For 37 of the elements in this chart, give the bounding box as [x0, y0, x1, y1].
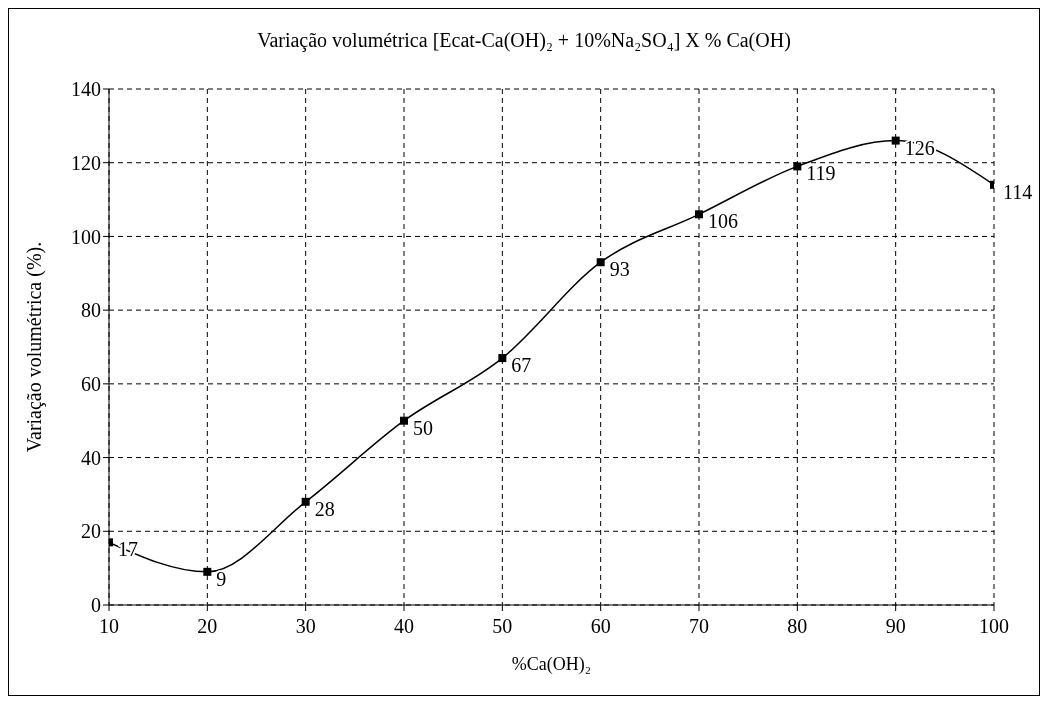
point: [793, 162, 802, 171]
x-tick-label: 100: [979, 615, 1009, 638]
point: [400, 416, 408, 425]
y-tick-label: 20: [81, 520, 101, 543]
point: [498, 354, 507, 363]
y-tick-label: 0: [91, 594, 101, 617]
x-tick-label: 60: [590, 615, 611, 638]
point: [596, 258, 605, 267]
x-tick-label: 80: [787, 615, 808, 638]
x-tick-label: 30: [295, 615, 316, 638]
x-tick-label: 50: [492, 615, 513, 638]
y-tick-label: 60: [81, 372, 101, 395]
y-tick-label: 40: [81, 446, 101, 469]
y-tick-label: 120: [71, 151, 101, 174]
y-tick-label: 100: [71, 225, 101, 248]
x-tick-label: 20: [197, 615, 218, 638]
point: [203, 567, 212, 576]
point: [301, 497, 310, 506]
point: [891, 136, 900, 145]
data-label: 50: [413, 416, 433, 439]
point: [695, 210, 703, 219]
data-label: 114: [1003, 180, 1033, 203]
data-label: 119: [806, 162, 836, 185]
y-axis-title: Variação volumétrica (%).: [23, 241, 47, 453]
y-tick-label: 140: [71, 78, 101, 101]
x-axis-title: %Ca(OH)₂: [511, 654, 592, 675]
x-tick-label: 40: [394, 615, 414, 638]
data-label: 28: [314, 497, 335, 520]
chart-title: Variação volumétrica [Ecat-Ca(OH)₂ + 10%Na₂SO₄] X % Ca(OH): [256, 29, 792, 52]
data-label: 9: [216, 567, 227, 590]
data-label: 67: [511, 354, 532, 377]
data-label: 106: [708, 210, 738, 233]
x-tick-label: 90: [885, 615, 906, 638]
y-tick-label: 80: [81, 299, 101, 322]
x-tick-label: 10: [99, 615, 119, 638]
data-label: 93: [609, 258, 630, 281]
x-tick-label: 70: [689, 615, 709, 638]
